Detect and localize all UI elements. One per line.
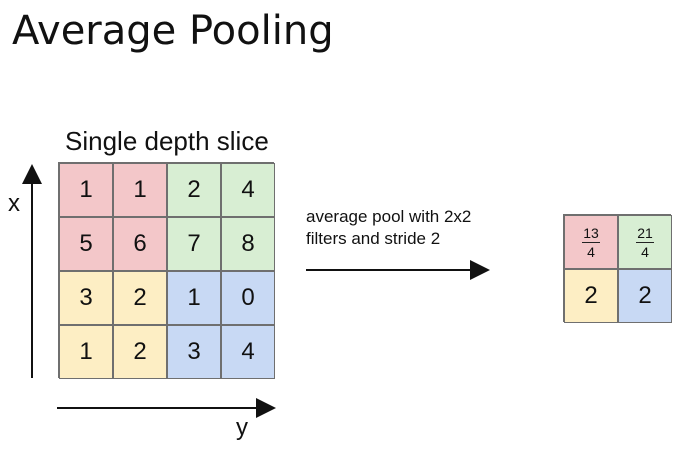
input-cell: 8 bbox=[221, 217, 275, 271]
input-cell: 4 bbox=[221, 325, 275, 379]
output-cell-bottom-left: 2 bbox=[564, 269, 618, 323]
slice-label: Single depth slice bbox=[65, 126, 269, 156]
input-cell: 3 bbox=[167, 325, 221, 379]
operation-line-2: filters and stride 2 bbox=[306, 229, 441, 248]
input-grid: 1 1 2 4 5 6 7 8 3 2 1 0 1 2 3 4 bbox=[58, 162, 275, 379]
input-cell: 1 bbox=[59, 325, 113, 379]
numerator: 21 bbox=[637, 224, 653, 241]
fraction: 21 4 bbox=[636, 225, 654, 260]
input-cell: 6 bbox=[113, 217, 167, 271]
y-axis-label: y bbox=[236, 414, 248, 441]
output-grid: 13 4 21 4 2 2 bbox=[563, 214, 672, 323]
fraction: 13 4 bbox=[582, 225, 600, 260]
output-cell-bottom-right: 2 bbox=[618, 269, 672, 323]
input-cell: 0 bbox=[221, 271, 275, 325]
numerator: 13 bbox=[583, 224, 599, 241]
input-cell: 2 bbox=[113, 271, 167, 325]
fraction-bar bbox=[582, 241, 600, 243]
input-cell: 1 bbox=[113, 163, 167, 217]
page-title: Average Pooling bbox=[12, 8, 334, 54]
input-cell: 2 bbox=[167, 163, 221, 217]
input-cell: 5 bbox=[59, 217, 113, 271]
fraction-bar bbox=[636, 241, 654, 243]
output-cell-top-left: 13 4 bbox=[564, 215, 618, 269]
operation-line-1: average pool with 2x2 bbox=[306, 207, 472, 226]
denominator: 4 bbox=[587, 243, 595, 260]
x-axis-label: x bbox=[8, 190, 20, 217]
output-cell-top-right: 21 4 bbox=[618, 215, 672, 269]
input-cell: 4 bbox=[221, 163, 275, 217]
input-cell: 1 bbox=[59, 163, 113, 217]
input-cell: 7 bbox=[167, 217, 221, 271]
input-cell: 1 bbox=[167, 271, 221, 325]
denominator: 4 bbox=[641, 243, 649, 260]
input-cell: 3 bbox=[59, 271, 113, 325]
input-cell: 2 bbox=[113, 325, 167, 379]
operation-label: average pool with 2x2 filters and stride… bbox=[306, 206, 471, 250]
